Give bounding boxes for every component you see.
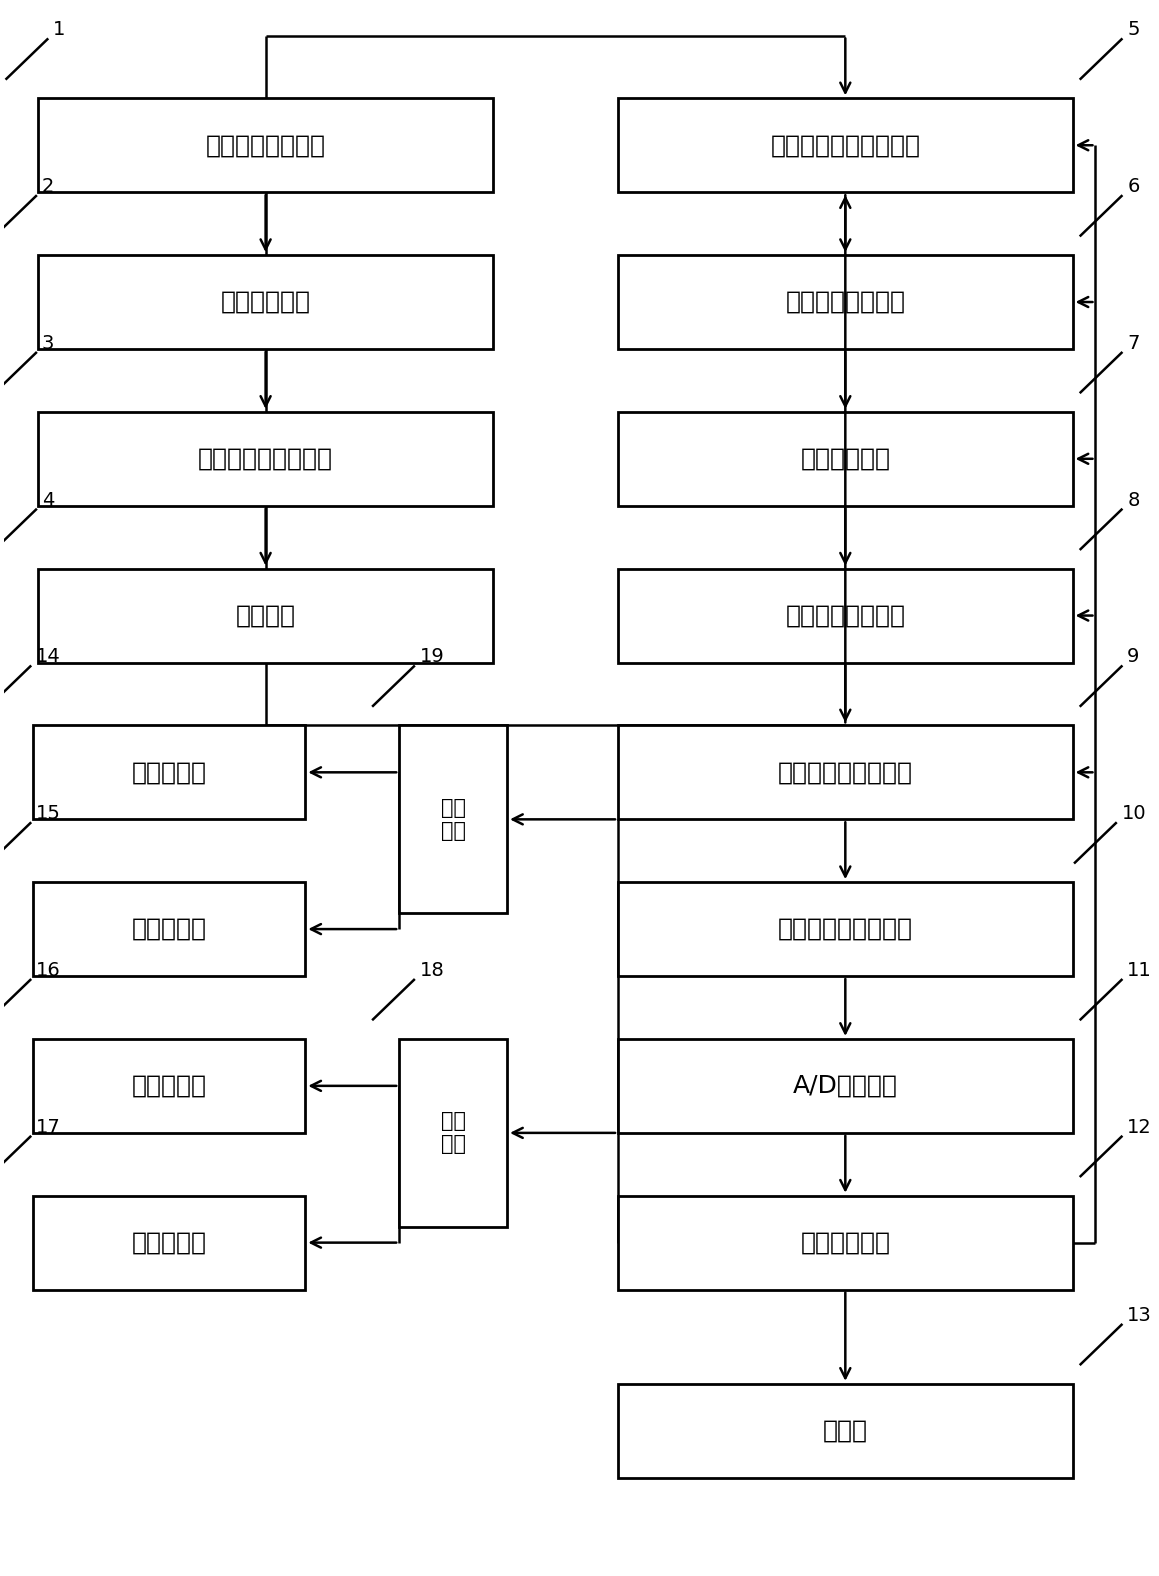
Bar <box>38 98 493 192</box>
Text: 5: 5 <box>1128 20 1139 39</box>
Text: 10: 10 <box>1122 804 1146 823</box>
Text: 信号处理芯片: 信号处理芯片 <box>801 1231 890 1254</box>
Bar <box>618 1039 1073 1133</box>
Text: 11: 11 <box>1128 961 1152 980</box>
Text: 程控低通滤波电路: 程控低通滤波电路 <box>786 604 905 627</box>
Text: 瞬态电压保护电路: 瞬态电压保护电路 <box>205 134 326 158</box>
Text: 数字
隔离: 数字 隔离 <box>440 797 466 842</box>
Text: 双路对称前置放大器: 双路对称前置放大器 <box>198 446 333 471</box>
Text: 程控抗混叠滤波电路: 程控抗混叠滤波电路 <box>778 760 913 785</box>
Text: 光电
隔离: 光电 隔离 <box>440 1111 466 1155</box>
Bar <box>618 883 1073 976</box>
Text: 视觉刺激器: 视觉刺激器 <box>131 760 206 785</box>
Bar <box>618 1384 1073 1478</box>
Text: 4: 4 <box>42 490 54 509</box>
Bar <box>399 1039 508 1228</box>
Text: 9: 9 <box>1128 648 1139 667</box>
Bar <box>32 725 305 820</box>
Text: 15: 15 <box>36 804 61 823</box>
Bar <box>38 255 493 348</box>
Bar <box>399 725 508 914</box>
Bar <box>618 569 1073 662</box>
Text: 程控高通滤波电路: 程控高通滤波电路 <box>786 290 905 314</box>
Text: 7: 7 <box>1128 334 1139 353</box>
Text: 12: 12 <box>1128 1117 1152 1136</box>
Text: 可选择工频陷波电路: 可选择工频陷波电路 <box>778 917 913 941</box>
Text: 14: 14 <box>36 648 60 667</box>
Text: 16: 16 <box>36 961 60 980</box>
Bar <box>618 255 1073 348</box>
Text: 3: 3 <box>42 334 54 353</box>
Bar <box>618 725 1073 820</box>
Text: 2: 2 <box>42 177 54 195</box>
Bar <box>38 569 493 662</box>
Bar <box>618 411 1073 506</box>
Bar <box>32 1039 305 1133</box>
Text: 高频干扰滤波: 高频干扰滤波 <box>220 290 311 314</box>
Text: A/D转换电路: A/D转换电路 <box>793 1073 898 1098</box>
Text: 闪光刺激器: 闪光刺激器 <box>131 917 206 941</box>
Bar <box>618 1196 1073 1289</box>
Bar <box>38 411 493 506</box>
Bar <box>618 98 1073 192</box>
Text: 18: 18 <box>420 961 444 980</box>
Text: 程控放大电路: 程控放大电路 <box>801 446 890 471</box>
Text: 声音刺激器: 声音刺激器 <box>131 1231 206 1254</box>
Text: 8: 8 <box>1128 490 1139 509</box>
Text: 程控仪表差模放大电路: 程控仪表差模放大电路 <box>771 134 920 158</box>
Bar <box>32 883 305 976</box>
Text: 19: 19 <box>420 648 444 667</box>
Text: 17: 17 <box>36 1117 60 1136</box>
Bar <box>32 1196 305 1289</box>
Text: 1: 1 <box>53 20 65 39</box>
Text: 计算机: 计算机 <box>823 1418 868 1442</box>
Text: 13: 13 <box>1128 1307 1152 1325</box>
Text: 高通滤波: 高通滤波 <box>235 604 296 627</box>
Text: 电流刺激器: 电流刺激器 <box>131 1073 206 1098</box>
Text: 6: 6 <box>1128 177 1139 195</box>
